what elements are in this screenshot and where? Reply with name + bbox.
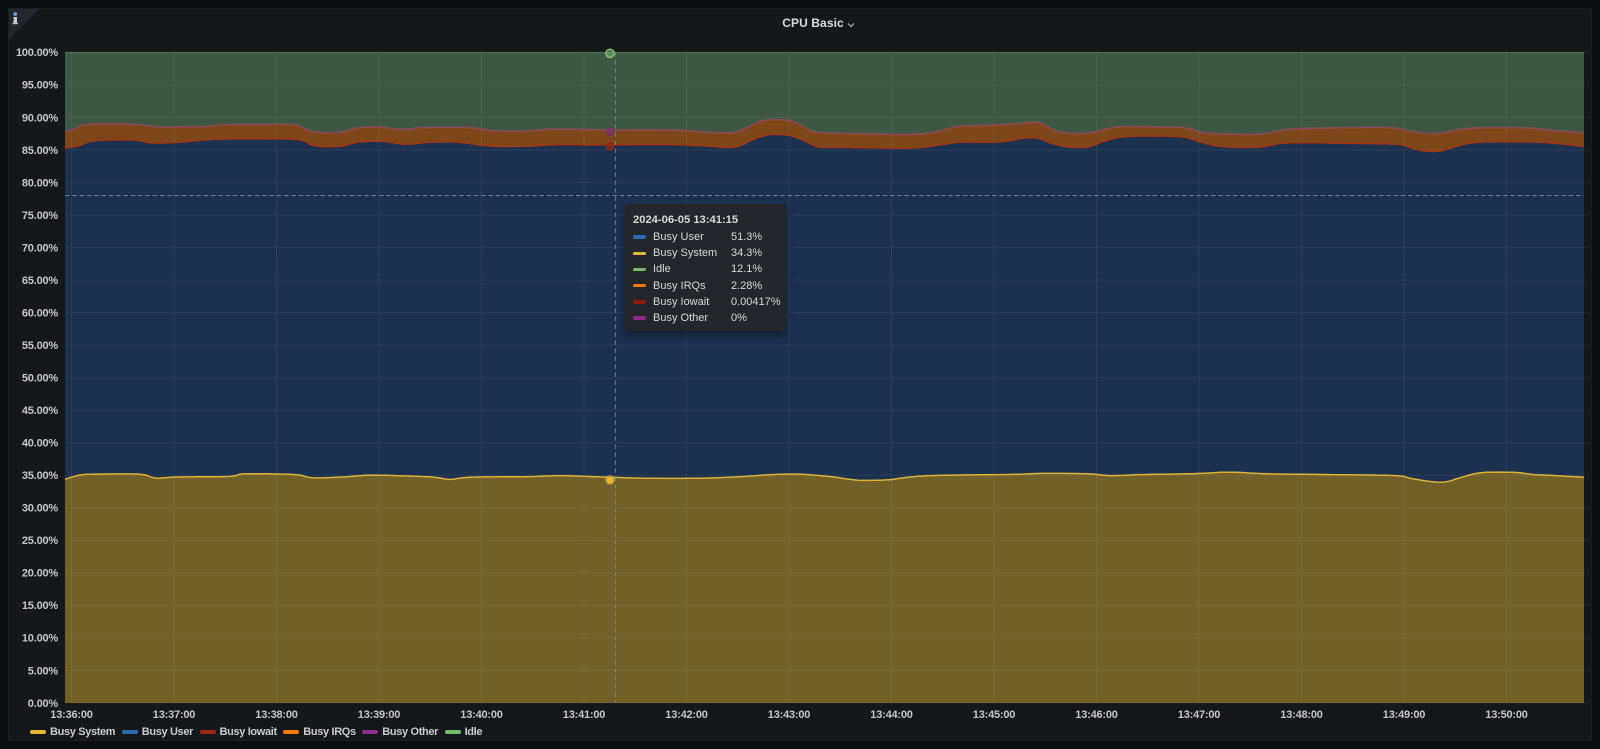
- svg-text:55.00%: 55.00%: [22, 340, 59, 352]
- svg-text:13:47:00: 13:47:00: [1178, 709, 1221, 721]
- svg-text:70.00%: 70.00%: [22, 242, 59, 254]
- svg-text:13:39:00: 13:39:00: [358, 709, 401, 721]
- svg-text:95.00%: 95.00%: [22, 80, 59, 92]
- svg-text:13:38:00: 13:38:00: [255, 709, 298, 721]
- svg-text:5.00%: 5.00%: [28, 665, 59, 677]
- svg-text:80.00%: 80.00%: [22, 177, 59, 189]
- svg-text:13:41:00: 13:41:00: [563, 709, 606, 721]
- svg-text:40.00%: 40.00%: [22, 438, 59, 450]
- svg-text:65.00%: 65.00%: [22, 275, 59, 287]
- svg-text:90.00%: 90.00%: [22, 112, 59, 124]
- svg-text:60.00%: 60.00%: [22, 307, 59, 319]
- svg-text:20.00%: 20.00%: [22, 568, 59, 580]
- svg-text:13:50:00: 13:50:00: [1485, 709, 1528, 721]
- svg-text:15.00%: 15.00%: [22, 600, 59, 612]
- svg-text:13:43:00: 13:43:00: [768, 709, 811, 721]
- svg-text:0.00%: 0.00%: [28, 698, 59, 710]
- svg-text:30.00%: 30.00%: [22, 503, 59, 515]
- svg-text:13:40:00: 13:40:00: [460, 709, 503, 721]
- svg-text:45.00%: 45.00%: [22, 405, 59, 417]
- svg-text:13:42:00: 13:42:00: [665, 709, 708, 721]
- svg-text:13:45:00: 13:45:00: [973, 709, 1016, 721]
- svg-text:85.00%: 85.00%: [22, 145, 59, 157]
- svg-text:13:49:00: 13:49:00: [1383, 709, 1426, 721]
- svg-text:13:46:00: 13:46:00: [1075, 709, 1118, 721]
- svg-text:13:44:00: 13:44:00: [870, 709, 913, 721]
- svg-text:10.00%: 10.00%: [22, 633, 59, 645]
- svg-text:25.00%: 25.00%: [22, 535, 59, 547]
- svg-text:100.00%: 100.00%: [16, 47, 58, 59]
- svg-text:35.00%: 35.00%: [22, 470, 59, 482]
- svg-text:75.00%: 75.00%: [22, 210, 59, 222]
- svg-text:50.00%: 50.00%: [22, 373, 59, 385]
- svg-text:13:36:00: 13:36:00: [50, 709, 93, 721]
- svg-text:13:48:00: 13:48:00: [1280, 709, 1323, 721]
- svg-text:13:37:00: 13:37:00: [153, 709, 196, 721]
